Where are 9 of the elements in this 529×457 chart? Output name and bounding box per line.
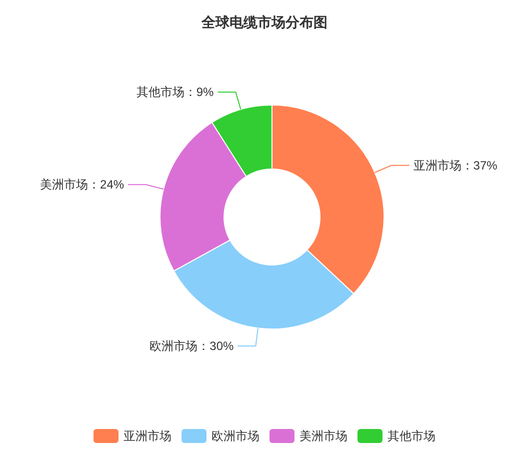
data-label: 其他市场：9%: [136, 85, 214, 100]
legend-label: 美洲市场: [300, 429, 348, 443]
legend-label: 亚洲市场: [124, 429, 172, 443]
data-label: 美洲市场：24%: [40, 178, 124, 192]
data-label: 亚洲市场：37%: [413, 158, 498, 172]
legend-label: 欧洲市场: [212, 429, 260, 443]
data-label: 欧洲市场：30%: [150, 338, 234, 353]
chart-title: 全球电缆市场分布图: [200, 14, 328, 30]
legend-label: 其他市场: [388, 429, 436, 443]
